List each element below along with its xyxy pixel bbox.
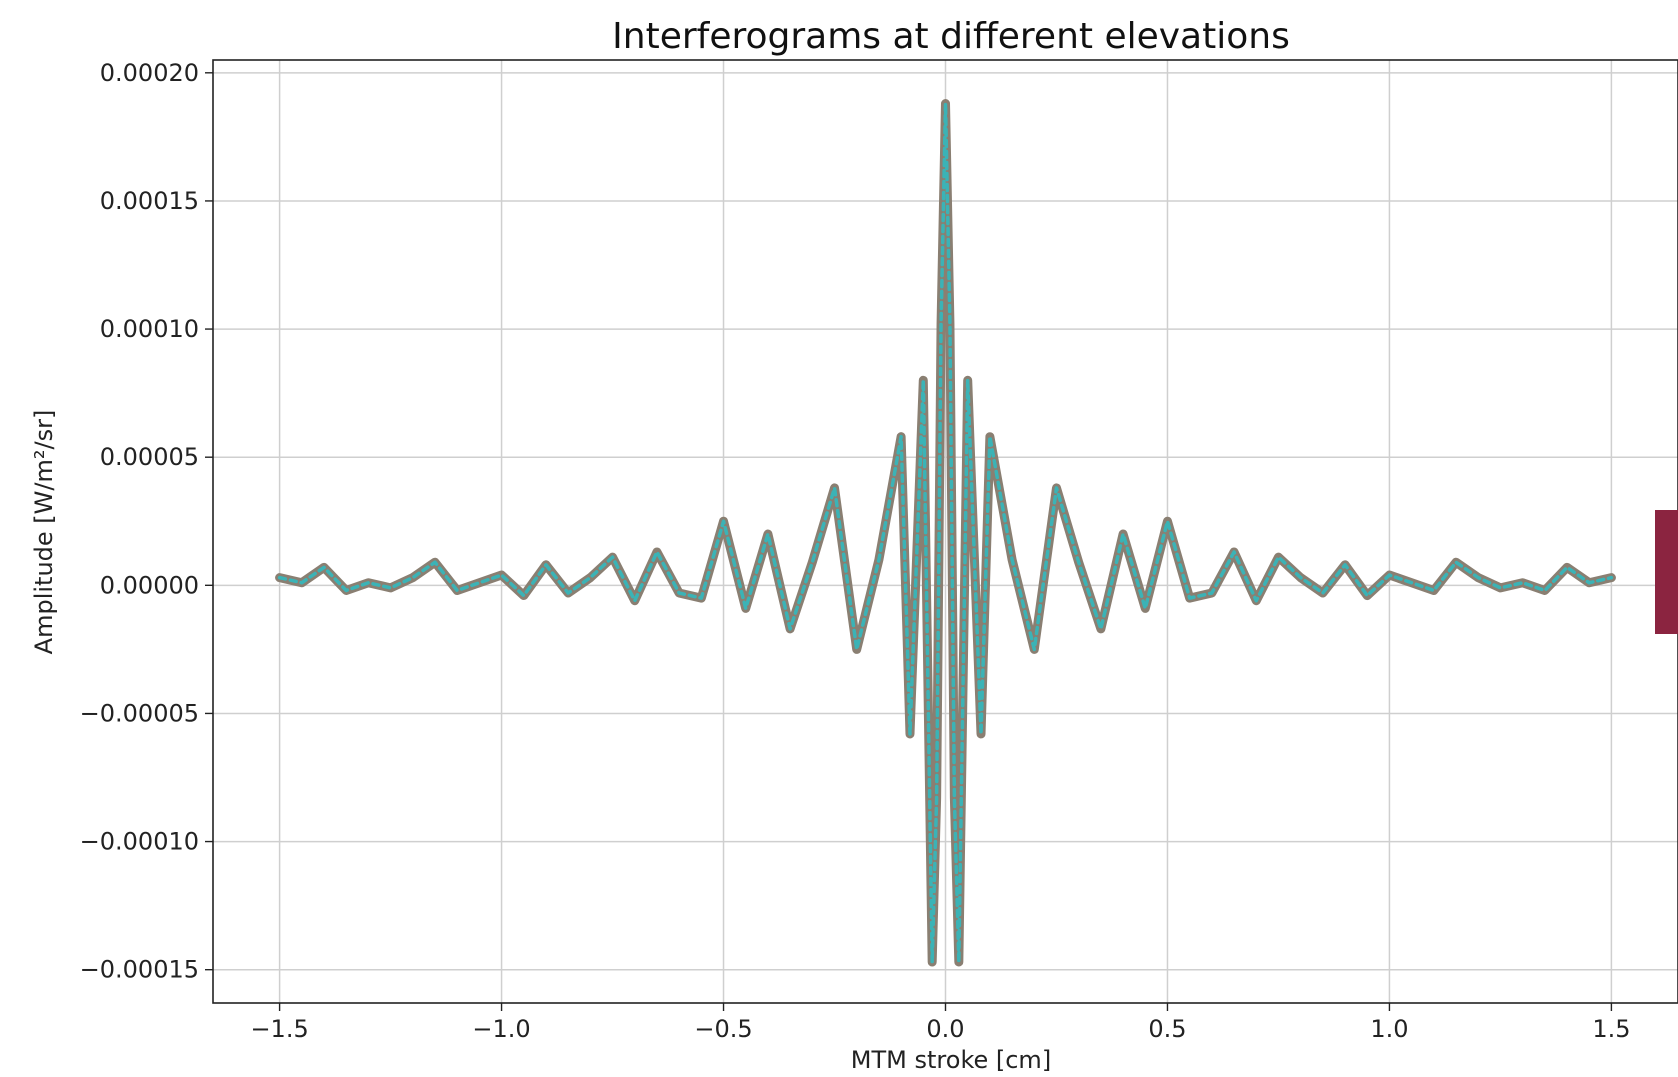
x-tick-label: 1.0: [1370, 1015, 1408, 1043]
x-tick-label: −0.5: [694, 1015, 752, 1043]
x-tick-label: −1.0: [472, 1015, 530, 1043]
y-axis-label: Amplitude [W/m²/sr]: [30, 410, 58, 655]
y-tick-label: −0.00015: [80, 956, 199, 984]
chart-title: Interferograms at different elevations: [612, 16, 1290, 57]
x-tick-label: −1.5: [250, 1015, 308, 1043]
x-tick-label: 0.0: [926, 1015, 964, 1043]
y-tick-label: 0.00010: [100, 315, 199, 343]
y-tick-label: 0.00020: [100, 59, 199, 87]
series-line-2: [277, 101, 1614, 964]
y-tick-label: −0.00010: [80, 828, 199, 856]
y-tick-label: 0.00000: [100, 571, 199, 599]
x-axis-label: MTM stroke [cm]: [851, 1046, 1051, 1074]
y-tick-label: −0.00005: [80, 699, 199, 727]
y-tick-label: 0.00015: [100, 187, 199, 215]
partial-legend-box: [1655, 510, 1678, 634]
x-tick-label: 0.5: [1148, 1015, 1186, 1043]
x-tick-label: 1.5: [1592, 1015, 1630, 1043]
axis-ticks: −1.5 −1.0 −0.5 0.0 0.5 1.0 1.5 0.00020 0.00015 0.…: [80, 59, 1631, 1043]
y-tick-label: 0.00005: [100, 443, 199, 471]
plot-series: [275, 99, 1616, 967]
